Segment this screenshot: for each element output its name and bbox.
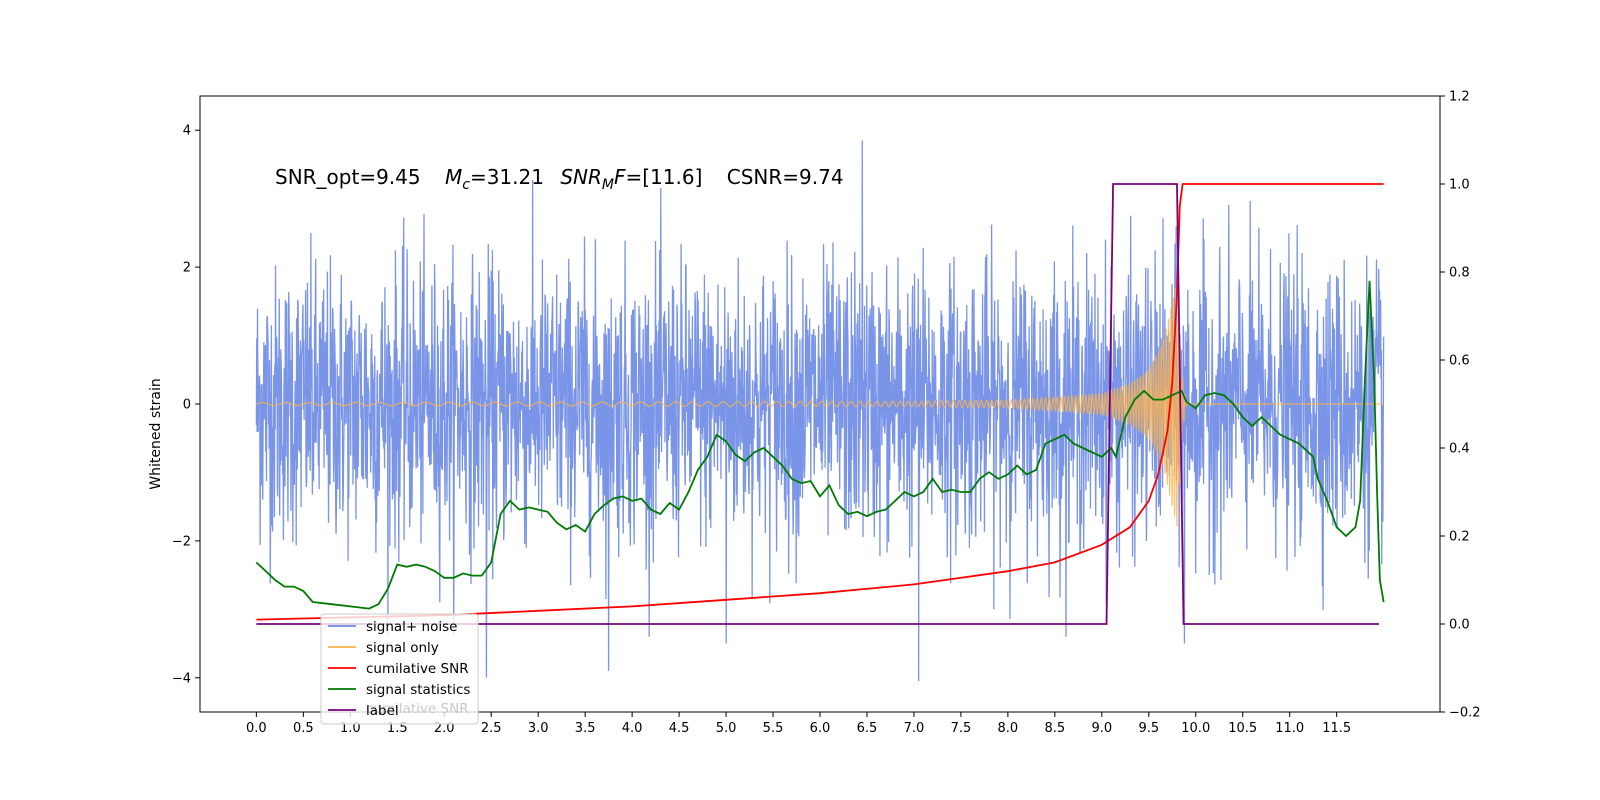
x-tick-label: 1.0 [340, 721, 361, 736]
x-tick-label: 3.5 [575, 721, 596, 736]
x-tick-label: 7.5 [951, 721, 972, 736]
x-tick-label: 8.5 [1045, 721, 1066, 736]
x-tick-label: 4.5 [669, 721, 690, 736]
annotation-snrmf-sub: M [602, 177, 614, 193]
x-tick-label: 11.0 [1275, 721, 1304, 736]
annotation-snrmf-f: F [614, 165, 626, 189]
x-tick-label: 2.0 [434, 721, 455, 736]
y-right-tick-label: −0.2 [1449, 706, 1481, 721]
x-tick-label: 0.0 [246, 721, 267, 736]
y-right-tick-label: 0.2 [1449, 530, 1470, 545]
x-tick-label: 2.5 [481, 721, 502, 736]
y-right-tick-label: 0.4 [1449, 442, 1470, 457]
x-tick-label: 10.5 [1228, 721, 1257, 736]
y-right-tick-label: 0.6 [1449, 354, 1470, 369]
legend-label-signal-statistics: signal statistics [366, 682, 470, 698]
y-axis-right: −0.2 0.0 0.2 0.4 0.6 0.8 1.0 1.2 [1440, 90, 1481, 721]
y-right-tick-label: 0.8 [1449, 266, 1470, 281]
annotation-snrmf-value: =[11.6] [626, 165, 703, 189]
series-layer [255, 140, 1385, 682]
series-cumulative-snr [256, 183, 1384, 621]
legend-ghost-text: cumilative SNR [366, 701, 469, 717]
y-left-tick-label: −2 [172, 534, 191, 549]
legend-box [320, 613, 479, 725]
legend: cumilative SNR signal+ noise signal only… [320, 613, 479, 725]
x-tick-label: 4.0 [622, 721, 643, 736]
annotation-mc-symbol: M [445, 165, 462, 189]
y-axis-left: −4 −2 0 2 4 [172, 124, 200, 686]
x-tick-label: 11.5 [1322, 721, 1351, 736]
x-tick-label: 1.5 [387, 721, 408, 736]
x-tick-label: 9.5 [1138, 721, 1159, 736]
x-tick-label: 7.0 [904, 721, 925, 736]
y-left-tick-label: 2 [183, 261, 191, 276]
annotation-snr-opt: SNR_opt=9.45 [275, 165, 421, 189]
annotation-mc-sub: c [462, 177, 470, 193]
legend-label-cumulative-snr: cumilative SNR [366, 661, 469, 677]
x-tick-label: 5.5 [763, 721, 784, 736]
x-tick-label: 6.0 [810, 721, 831, 736]
y-left-tick-label: 0 [183, 398, 191, 413]
x-tick-label: 5.0 [716, 721, 737, 736]
annotation-snrmf-symbol: SNR [560, 165, 602, 189]
y-left-tick-label: −4 [172, 671, 191, 686]
y-right-tick-label: 1.2 [1449, 90, 1470, 105]
x-axis: 0.0 0.5 1.0 1.5 2.0 2.5 3.0 3.5 4.0 4.5 5.0 5.5 6.0 6… [246, 712, 1351, 736]
x-tick-label: 10.0 [1181, 721, 1210, 736]
legend-label-signal-only: signal only [366, 640, 439, 656]
x-tick-label: 8.0 [998, 721, 1019, 736]
series-signal-noise [255, 140, 1385, 682]
legend-label-signal-noise: signal+ noise [366, 619, 457, 635]
annotation-mc-value: =31.21 [470, 165, 544, 189]
series-label [256, 183, 1379, 625]
annotation-csnr: CSNR=9.74 [727, 165, 844, 189]
series-signal-statistics [255, 280, 1385, 610]
legend-label-label: label [366, 703, 399, 719]
x-tick-label: 0.5 [293, 721, 314, 736]
y-right-tick-label: 1.0 [1449, 178, 1470, 193]
series-signal-only [256, 287, 1384, 527]
y-left-tick-label: 4 [183, 124, 191, 139]
x-tick-label: 6.5 [857, 721, 878, 736]
annotation: SNR_opt=9.45 Mc=31.21 SNRMF=[11.6] CSNR=… [275, 165, 844, 193]
y-right-tick-label: 0.0 [1449, 618, 1470, 633]
x-tick-label: 9.0 [1091, 721, 1112, 736]
y-axis-label: Whitened strain [148, 378, 164, 489]
x-tick-label: 3.0 [528, 721, 549, 736]
